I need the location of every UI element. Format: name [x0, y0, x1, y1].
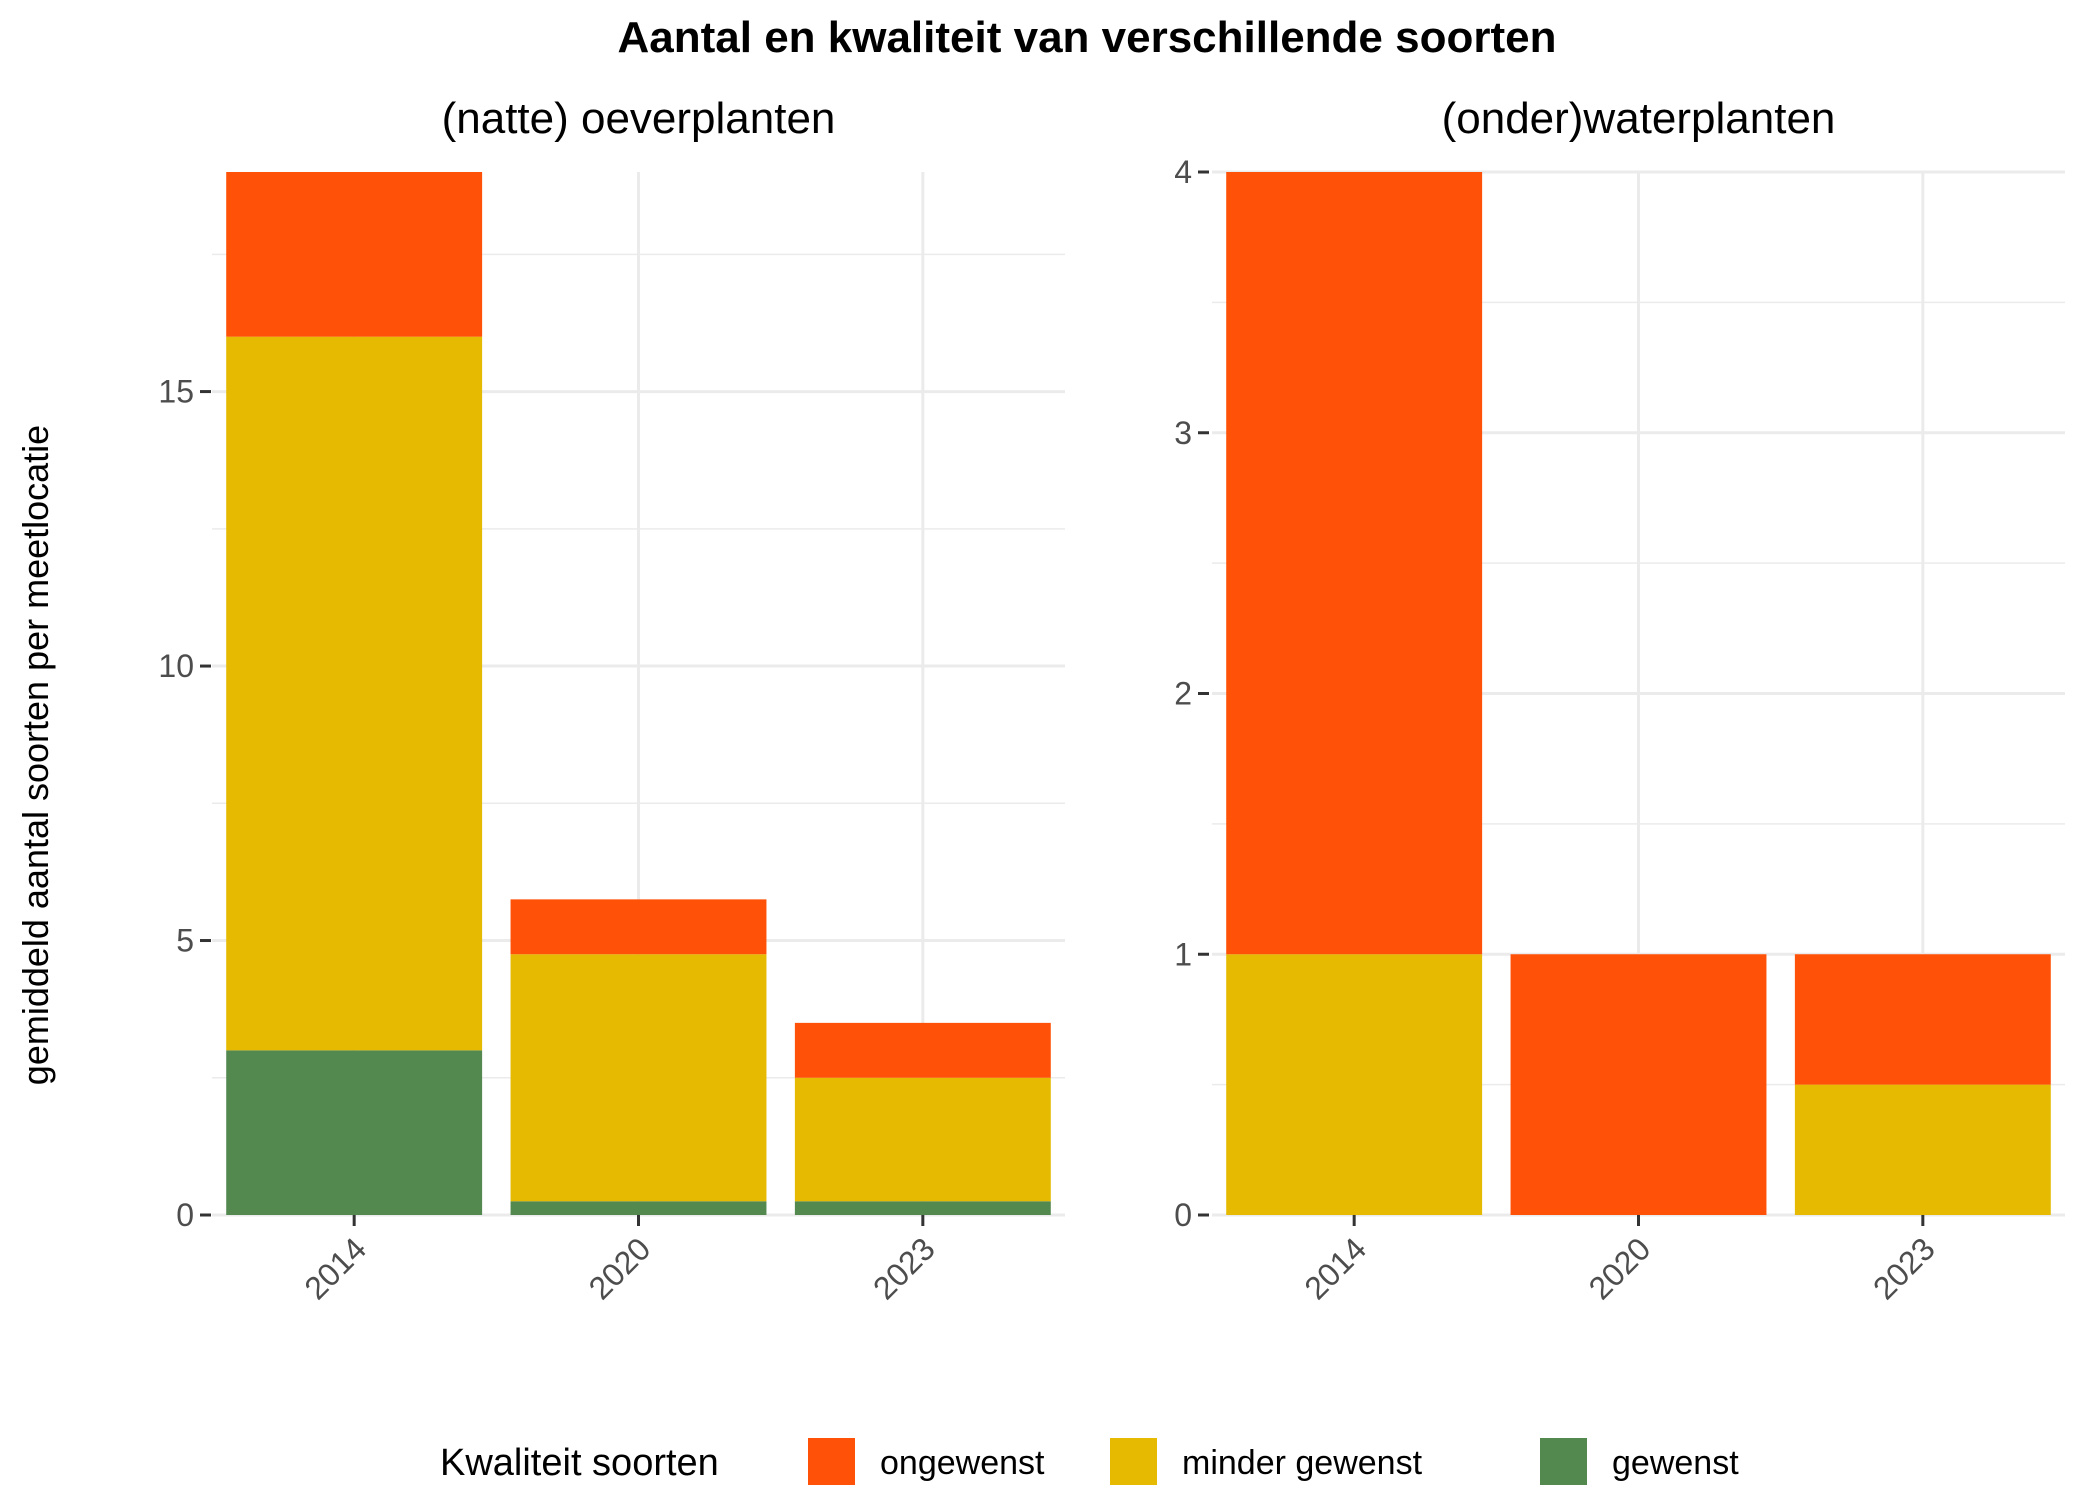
legend-items: ongewenst minder gewenst gewenst [808, 1438, 1739, 1485]
x-tick-label: 2023 [1866, 1230, 1942, 1306]
y-tick-label: 0 [1174, 1197, 1192, 1233]
y-tick-label: 5 [176, 923, 194, 959]
bar-gewenst-2023 [794, 1201, 1051, 1215]
bar-gewenst-2014 [226, 1050, 483, 1215]
bar-minder-gewenst-2014 [226, 336, 483, 1051]
y-tick-label: 4 [1174, 154, 1192, 190]
bar-minder-gewenst-2023 [1794, 1084, 2051, 1215]
y-tick-label: 3 [1174, 415, 1192, 451]
legend-label: ongewenst [880, 1444, 1045, 1482]
legend-key-ongewenst [808, 1438, 855, 1485]
bar-ongewenst-2023 [794, 1022, 1051, 1078]
legend: Kwaliteit soorten ongewenst minder gewens… [440, 1438, 1739, 1485]
bar-minder-gewenst-2020 [510, 954, 767, 1202]
bar-ongewenst-2023 [1794, 954, 2051, 1085]
panel-1: 0 5 10 15 2014 2020 2023 (natte) oeverplanten [158, 94, 1065, 1306]
y-tick-label: 1 [1174, 936, 1192, 972]
x-tick-label: 2014 [1297, 1230, 1373, 1306]
y-axis-label: gemiddeld aantal soorten per meetlocatie [15, 425, 56, 1085]
legend-label: minder gewenst [1182, 1444, 1423, 1482]
panel-2: 0 1 2 3 4 2014 2020 2023 (onder)waterplanten [1174, 94, 2065, 1306]
legend-title: Kwaliteit soorten [440, 1442, 719, 1484]
bar-ongewenst-2014 [226, 172, 483, 337]
bar-gewenst-2020 [510, 1201, 767, 1215]
bar-ongewenst-2014 [1226, 172, 1483, 955]
bar-ongewenst-2020 [1510, 954, 1767, 1215]
x-tick-label: 2020 [1582, 1230, 1658, 1306]
panel-title: (natte) oeverplanten [442, 94, 836, 143]
chart-title: Aantal en kwaliteit van verschillende so… [618, 13, 1557, 62]
y-tick-label: 15 [158, 374, 194, 410]
x-tick-label: 2014 [297, 1230, 373, 1306]
legend-key-gewenst [1540, 1438, 1587, 1485]
y-tick-label: 2 [1174, 676, 1192, 712]
y-tick-label: 0 [176, 1197, 194, 1233]
legend-key-minder-gewenst [1110, 1438, 1157, 1485]
x-tick-label: 2023 [866, 1230, 942, 1306]
bar-minder-gewenst-2014 [1226, 954, 1483, 1215]
legend-label: gewenst [1612, 1444, 1739, 1482]
x-tick-label: 2020 [582, 1230, 658, 1306]
bar-minder-gewenst-2023 [794, 1077, 1051, 1202]
bar-ongewenst-2020 [510, 899, 767, 955]
panel-title: (onder)waterplanten [1442, 94, 1836, 143]
panels: 0 5 10 15 2014 2020 2023 (natte) oeverplanten 0 1… [158, 94, 2065, 1306]
y-tick-label: 10 [158, 648, 194, 684]
